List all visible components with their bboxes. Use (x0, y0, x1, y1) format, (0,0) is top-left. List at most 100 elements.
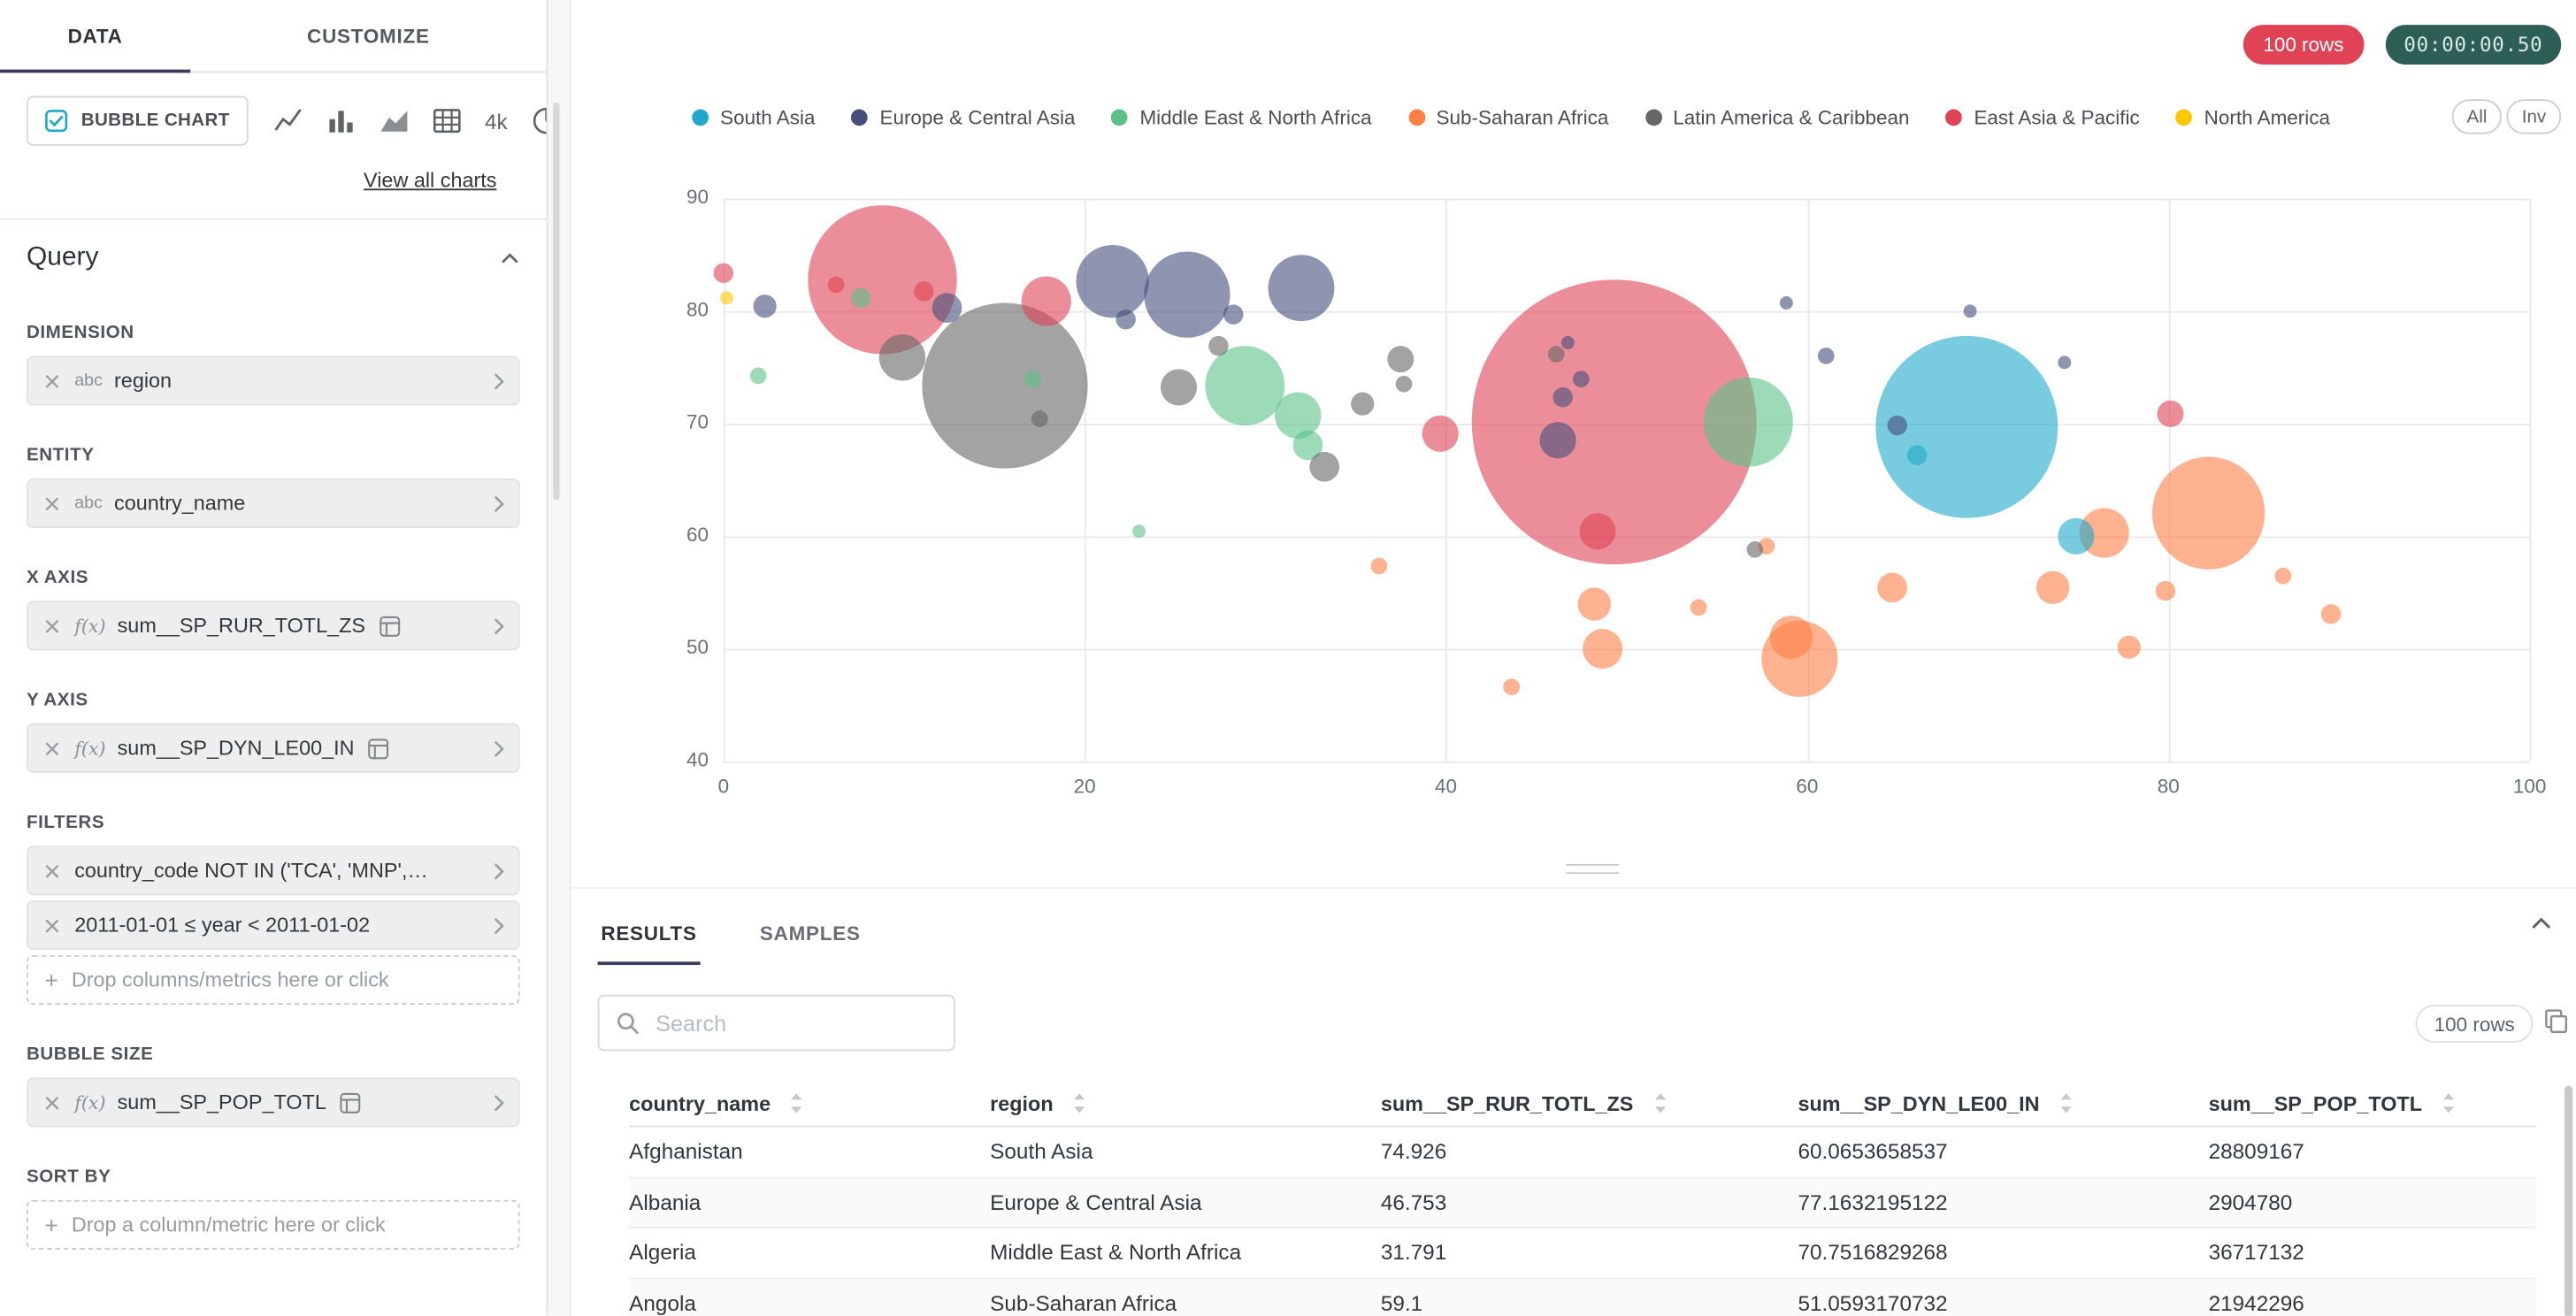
column-header[interactable]: country_name (629, 1091, 990, 1114)
legend-item[interactable]: Europe & Central Asia (851, 106, 1075, 129)
legend-all-button[interactable]: All (2451, 99, 2503, 134)
sort-icon[interactable] (2059, 1092, 2073, 1113)
chart-bubble[interactable] (1031, 410, 1048, 428)
chart-bubble[interactable] (1816, 348, 1834, 365)
chart-bubble[interactable] (1553, 386, 1574, 407)
panel-resize-handle[interactable] (1566, 863, 1620, 875)
chart-bubble[interactable] (1579, 513, 1616, 550)
remove-icon[interactable] (45, 918, 60, 933)
chart-bubble[interactable] (1583, 629, 1623, 669)
chart-bubble[interactable] (713, 263, 734, 283)
chart-bubble[interactable] (878, 333, 926, 381)
chart-bubble[interactable] (1547, 345, 1565, 363)
option-chip[interactable]: f(x) sum__SP_POP_TOTL (26, 1077, 520, 1128)
chart-bubble[interactable] (749, 367, 766, 384)
chart-bubble[interactable] (1144, 251, 1231, 338)
option-chip[interactable]: 2011-01-01 ≤ year < 2011-01-02 (26, 900, 520, 951)
option-chip[interactable]: f(x) sum__SP_DYN_LE00_IN (26, 723, 520, 773)
remove-icon[interactable] (45, 496, 60, 511)
chart-bubble[interactable] (1370, 557, 1388, 574)
tab-results[interactable]: RESULTS (597, 899, 701, 966)
legend-item[interactable]: South Asia (692, 106, 815, 129)
metric-dropzone[interactable]: + Drop a column/metric here or click (26, 1199, 520, 1250)
chart-bubble[interactable] (2057, 356, 2071, 370)
chart-bubble[interactable] (1206, 345, 1285, 425)
chevron-right-icon[interactable] (483, 861, 504, 880)
chart-bubble[interactable] (1539, 422, 1576, 459)
option-chip[interactable]: f(x) sum__SP_RUR_TOTL_ZS (26, 601, 520, 651)
option-chip[interactable]: country_code NOT IN ('TCA', 'MNP',… (26, 845, 520, 896)
remove-icon[interactable] (45, 863, 60, 878)
remove-icon[interactable] (45, 373, 60, 388)
legend-invert-button[interactable]: Inv (2506, 99, 2562, 134)
collapse-results-icon[interactable] (2530, 912, 2553, 935)
chart-bubble[interactable] (2036, 571, 2070, 605)
chart-bubble[interactable] (1131, 524, 1146, 539)
option-chip[interactable]: abc country_name (26, 478, 520, 529)
legend-item[interactable]: Latin America & Caribbean (1644, 106, 1909, 129)
chart-bubble[interactable] (1907, 445, 1928, 465)
chevron-right-icon[interactable] (483, 616, 504, 635)
chart-bubble[interactable] (827, 275, 844, 293)
tab-data[interactable]: DATA (0, 0, 191, 73)
current-viz-button[interactable]: BUBBLE CHART (26, 96, 249, 146)
sidebar-scrollbar[interactable] (553, 103, 560, 501)
copy-icon[interactable] (2543, 1008, 2570, 1035)
table-icon[interactable] (432, 106, 462, 136)
4k-chart-icon[interactable]: 4k (484, 108, 508, 134)
chart-bubble[interactable] (914, 280, 934, 302)
chart-bubble[interactable] (1690, 599, 1707, 616)
legend-item[interactable]: East Asia & Pacific (1945, 106, 2140, 129)
metric-dropzone[interactable]: + Drop columns/metrics here or click (26, 954, 520, 1006)
chart-bubble[interactable] (1422, 415, 1460, 453)
column-header[interactable]: region (990, 1091, 1381, 1114)
chart-bubble[interactable] (1223, 304, 1243, 325)
chevron-right-icon[interactable] (483, 1093, 504, 1112)
bar-chart-icon[interactable] (326, 106, 356, 136)
chart-bubble[interactable] (2273, 567, 2291, 585)
results-scrollbar[interactable] (2564, 1085, 2573, 1316)
legend-item[interactable]: North America (2175, 106, 2330, 129)
tab-samples[interactable]: SAMPLES (759, 922, 861, 945)
legend-item[interactable]: Sub-Saharan Africa (1407, 106, 1608, 129)
chart-bubble[interactable] (2058, 516, 2096, 555)
chart-bubble[interactable] (720, 291, 734, 305)
chevron-up-icon[interactable] (500, 249, 519, 268)
chart-bubble[interactable] (1208, 336, 1229, 356)
chevron-right-icon[interactable] (483, 739, 504, 758)
chart-bubble[interactable] (2117, 636, 2141, 660)
chart-bubble[interactable] (1309, 451, 1340, 482)
legend-item[interactable]: Middle East & North Africa (1111, 106, 1372, 129)
chart-bubble[interactable] (1769, 615, 1813, 659)
chart-bubble[interactable] (1778, 296, 1792, 310)
chart-bubble[interactable] (2154, 580, 2175, 601)
chart-bubble[interactable] (1577, 587, 1611, 621)
chart-bubble[interactable] (850, 287, 871, 308)
chart-bubble[interactable] (2151, 456, 2265, 570)
chart-bubble[interactable] (1024, 370, 1041, 387)
chart-bubble[interactable] (932, 293, 962, 323)
chart-bubble[interactable] (1560, 336, 1575, 350)
sort-icon[interactable] (1653, 1092, 1667, 1113)
sort-icon[interactable] (791, 1092, 804, 1113)
chevron-right-icon[interactable] (483, 371, 504, 390)
tab-customize[interactable]: CUSTOMIZE (307, 24, 430, 48)
chart-bubble[interactable] (753, 295, 777, 318)
line-chart-icon[interactable] (272, 106, 303, 136)
chart-bubble[interactable] (1746, 541, 1764, 558)
remove-icon[interactable] (45, 1095, 60, 1110)
remove-icon[interactable] (45, 618, 60, 633)
chevron-right-icon[interactable] (483, 916, 504, 935)
sort-icon[interactable] (1073, 1092, 1086, 1113)
chart-bubble[interactable] (1502, 678, 1520, 696)
chart-bubble[interactable] (1703, 378, 1793, 468)
view-all-charts-link[interactable]: View all charts (364, 168, 497, 193)
pie-chart-icon[interactable] (531, 106, 547, 136)
chart-bubble[interactable] (1268, 254, 1335, 321)
chart-bubble[interactable] (1075, 245, 1149, 318)
remove-icon[interactable] (45, 740, 60, 755)
chart-bubble[interactable] (922, 302, 1088, 469)
search-input[interactable] (652, 1008, 938, 1037)
chart-bubble[interactable] (1963, 304, 1977, 318)
chart-bubble[interactable] (1116, 309, 1137, 329)
